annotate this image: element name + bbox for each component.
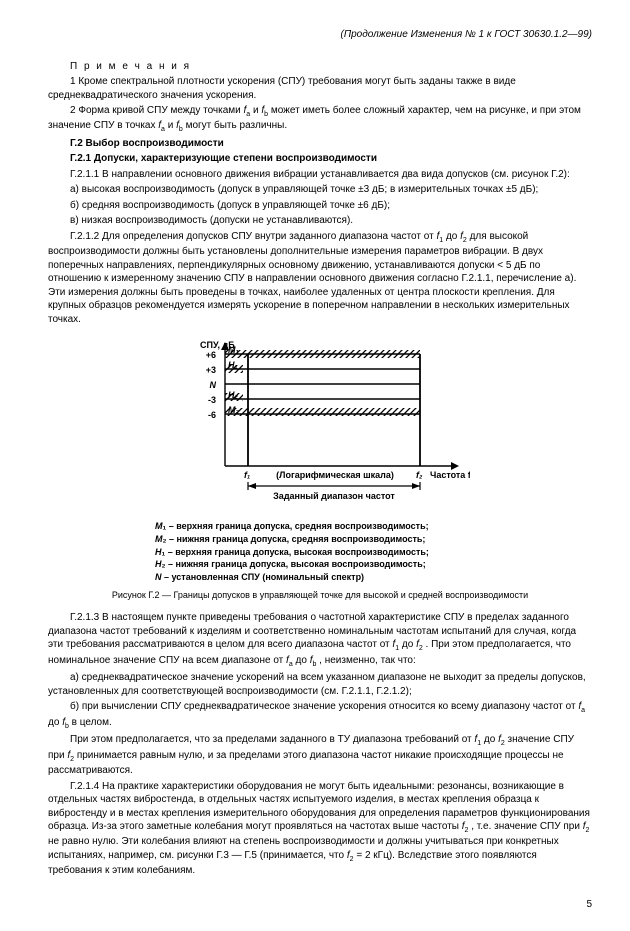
txt: до (446, 231, 460, 242)
f2-sub: 2 (585, 827, 589, 834)
fb-sub: b (264, 111, 268, 118)
p-g211-v: в) низкая воспроизводимость (допуски не … (48, 214, 592, 228)
f2-sub: 2 (463, 237, 467, 244)
notes-title: П р и м е ч а н и я (48, 60, 592, 74)
legend-m1: – верхняя граница допуска, средняя воспр… (166, 521, 428, 531)
p-g211-b: б) средняя воспроизводимость (допуск в у… (48, 199, 592, 213)
svg-text:H₂: H₂ (228, 390, 238, 400)
f2-sub: 2 (350, 856, 354, 863)
fa-sub: a (246, 111, 250, 118)
legend-h2: – нижняя граница допуска, высокая воспро… (166, 559, 426, 569)
p-g211-a: а) высокая воспроизводимость (допуск в у… (48, 183, 592, 197)
txt: до (48, 717, 62, 728)
txt: в целом. (72, 717, 112, 728)
p-g212: Г.2.1.2 Для определения допусков СПУ вну… (48, 230, 592, 326)
svg-text:(Логарифмическая шкала): (Логарифмическая шкала) (276, 470, 394, 480)
txt: могут быть различны. (186, 120, 288, 131)
svg-text:Заданный диапазон частот: Заданный диапазон частот (273, 491, 395, 501)
svg-text:СПУ, дБ: СПУ, дБ (200, 340, 235, 350)
svg-text:+3: +3 (206, 365, 216, 375)
legend-h1: – верхняя граница допуска, высокая воспр… (165, 547, 429, 557)
page-number: 5 (48, 898, 592, 912)
txt: При этом предполагается, что за пределам… (70, 734, 474, 745)
f1-sub: 1 (439, 237, 443, 244)
p-g211: Г.2.1.1 В направлении основного движения… (48, 168, 592, 182)
fa-sub: a (581, 707, 585, 714)
note-2: 2 Форма кривой СПУ между точками fa и fb… (48, 104, 592, 135)
svg-text:-3: -3 (208, 395, 216, 405)
fb-sub: b (179, 126, 183, 133)
p-g213-a: а) среднеквадратическое значение ускорен… (48, 671, 592, 698)
figure-legend: M₁ – верхняя граница допуска, средняя во… (155, 520, 485, 583)
p-g213-b: б) при вычислении СПУ среднеквадратическ… (48, 700, 592, 731)
heading-g2: Г.2 Выбор воспроизводимости (48, 137, 592, 151)
svg-text:N: N (210, 380, 217, 390)
fa-sub: a (289, 661, 293, 668)
txt: до (402, 639, 416, 650)
f2-sub: 2 (501, 740, 505, 747)
txt: для высокой воспроизводимости должны быт… (48, 231, 576, 325)
svg-text:+6: +6 (206, 350, 216, 360)
txt: 2 Форма кривой СПУ между точками (70, 105, 244, 116)
p-g213-p2: При этом предполагается, что за пределам… (48, 733, 592, 777)
legend-m2: – нижняя граница допуска, средняя воспро… (167, 534, 426, 544)
svg-text:H₁: H₁ (228, 360, 238, 370)
txt: и (168, 120, 176, 131)
txt: до (484, 734, 498, 745)
txt: Г.2.1.2 Для определения допусков СПУ вну… (70, 231, 436, 242)
fa-sub: a (161, 126, 165, 133)
page-header: (Продолжение Изменения № 1 к ГОСТ 30630.… (48, 28, 592, 42)
txt: до (296, 655, 310, 666)
note-1: 1 Кроме спектральной плотности ускорения… (48, 75, 592, 102)
f1-sub: 1 (395, 645, 399, 652)
txt: принимается равным нулю, и за пределами … (48, 750, 564, 776)
f1-sub: 1 (477, 740, 481, 747)
fb-sub: b (65, 723, 69, 730)
p-g214: Г.2.1.4 На практике характеристики обору… (48, 780, 592, 878)
svg-text:-6: -6 (208, 410, 216, 420)
svg-text:f₂: f₂ (416, 470, 423, 480)
txt: б) при вычислении СПУ среднеквадратическ… (70, 701, 578, 712)
f2-sub: 2 (419, 645, 423, 652)
legend-n: – установленная СПУ (номинальный спектр) (162, 572, 365, 582)
txt: , неизменно, так что: (319, 655, 416, 666)
svg-text:M₂: M₂ (228, 405, 239, 415)
figure-caption: Рисунок Г.2 — Границы допусков в управля… (48, 589, 592, 601)
f2-sub: 2 (465, 827, 469, 834)
figure-g2: +6 +3 N -3 -6 M₁ H₁ H₂ M₂ f₁ f₂ (Логариф… (150, 336, 490, 583)
svg-text:Частота f: Частота f (430, 470, 470, 480)
svg-text:f₁: f₁ (244, 470, 250, 480)
f2-sub: 2 (70, 756, 74, 763)
fb-sub: b (312, 661, 316, 668)
p-g213: Г.2.1.3 В настоящем пункте приведены тре… (48, 611, 592, 669)
heading-g21: Г.2.1 Допуски, характеризующие степени в… (48, 152, 592, 166)
txt: , т.е. значение СПУ при (471, 821, 582, 832)
